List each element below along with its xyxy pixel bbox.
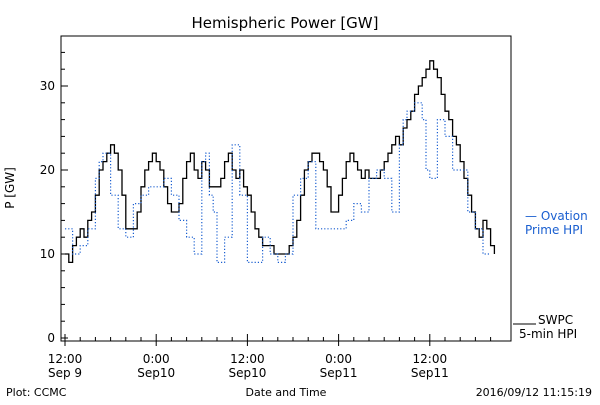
y-tick-label: 10 xyxy=(40,247,55,261)
x-tick-time-label: 12:00 xyxy=(413,352,448,366)
legend-swpc-line2: 5-min HPI xyxy=(519,327,577,341)
y-tick-label: 20 xyxy=(40,163,55,177)
legend-swpc-line1: SWPC xyxy=(538,313,573,327)
x-tick-time-label: 0:00 xyxy=(143,352,170,366)
footer-plot-credit: Plot: CCMC xyxy=(6,386,67,399)
x-tick-date-label: Sep 9 xyxy=(48,366,82,380)
x-tick-time-label: 0:00 xyxy=(325,352,352,366)
legend-ovation-line1: — Ovation xyxy=(525,209,588,223)
series-ovation-line xyxy=(65,102,491,263)
footer-timestamp: 2016/09/12 11:15:19 xyxy=(476,386,592,399)
x-tick-time-label: 12:00 xyxy=(230,352,265,366)
x-tick-date-label: Sep11 xyxy=(320,366,358,380)
legend-ovation-line2: Prime HPI xyxy=(525,223,583,237)
x-tick-date-label: Sep10 xyxy=(228,366,266,380)
y-axis-label: P [GW] xyxy=(3,167,17,209)
y-tick-label: 0 xyxy=(47,331,55,345)
plot-frame xyxy=(60,35,512,342)
x-tick-date-label: Sep10 xyxy=(137,366,175,380)
y-axis-ticks: 0 10 20 30 xyxy=(40,51,68,345)
x-tick-time-label: 12:00 xyxy=(48,352,83,366)
x-axis-label: Date and Time xyxy=(246,386,327,399)
y-tick-label: 30 xyxy=(40,79,55,93)
legend-swpc: SWPC 5-min HPI xyxy=(513,313,577,341)
series-swpc-line xyxy=(65,60,496,264)
series-group xyxy=(65,60,496,264)
x-tick-date-label: Sep11 xyxy=(411,366,449,380)
chart-title: Hemispheric Power [GW] xyxy=(192,14,379,32)
legend-ovation: — Ovation Prime HPI xyxy=(525,209,588,237)
